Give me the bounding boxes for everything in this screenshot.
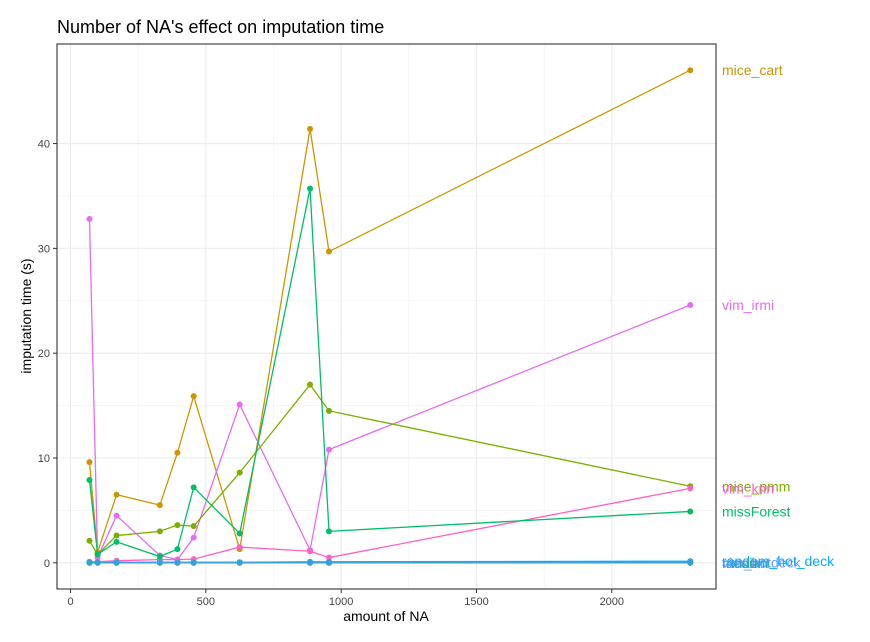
series-mice_cart xyxy=(86,67,693,555)
data-point-vim_irmi xyxy=(237,402,243,408)
chart-title: Number of NA's effect on imputation time xyxy=(57,17,384,37)
data-point-vim_irmi xyxy=(114,513,120,519)
series-layer xyxy=(86,67,693,566)
grid-minor xyxy=(57,44,716,589)
data-point-missForest xyxy=(191,484,197,490)
data-point-mice_pmm xyxy=(191,523,197,529)
x-axis-title: amount of NA xyxy=(343,608,429,624)
end-label-missForest: missForest xyxy=(722,503,791,519)
data-point-vim_irmi xyxy=(326,447,332,453)
plot-panel-border xyxy=(57,44,716,589)
x-tick-label: 1500 xyxy=(464,596,488,608)
series-missForest xyxy=(86,186,693,560)
data-point-missForest xyxy=(114,539,120,545)
data-point-random xyxy=(237,560,243,566)
data-point-mice_cart xyxy=(174,450,180,456)
y-tick-label: 0 xyxy=(44,558,50,570)
y-tick-label: 20 xyxy=(38,348,50,360)
data-point-vim_irmi xyxy=(687,302,693,308)
data-point-mice_pmm xyxy=(86,538,92,544)
data-point-mice_cart xyxy=(191,393,197,399)
data-point-random xyxy=(86,560,92,566)
end-label-mice_cart: mice_cart xyxy=(722,62,783,78)
data-point-mice_pmm xyxy=(174,522,180,528)
end-label-vim_knn: vim_knn xyxy=(722,480,774,496)
end-label-random: random xyxy=(722,555,769,571)
data-point-mice_pmm xyxy=(114,533,120,539)
data-point-random xyxy=(687,560,693,566)
grid-major xyxy=(57,44,716,589)
y-tick-label: 10 xyxy=(38,453,50,465)
data-point-mice_cart xyxy=(86,459,92,465)
x-tick-label: 1000 xyxy=(329,596,353,608)
y-tick-label: 40 xyxy=(38,139,50,151)
data-point-missForest xyxy=(687,508,693,514)
series-random xyxy=(86,560,693,566)
data-point-mice_pmm xyxy=(326,408,332,414)
data-point-missForest xyxy=(326,528,332,534)
data-point-mice_cart xyxy=(157,502,163,508)
x-tick-label: 500 xyxy=(197,596,215,608)
data-point-vim_knn xyxy=(307,548,313,554)
data-point-mice_pmm xyxy=(237,470,243,476)
x-tick-label: 2000 xyxy=(600,596,624,608)
series-mice_pmm xyxy=(86,382,693,558)
data-point-random xyxy=(95,560,101,566)
series-line-mice_cart xyxy=(89,70,690,552)
series-end-labels: mice_cartvim_irmimice_pmmvim_knnmissFore… xyxy=(722,62,835,571)
y-axis: 0 10 20 30 40 xyxy=(38,139,57,570)
data-point-mice_cart xyxy=(114,492,120,498)
data-point-vim_irmi xyxy=(86,216,92,222)
data-point-random xyxy=(114,560,120,566)
x-tick-label: 0 xyxy=(67,596,73,608)
data-point-mice_pmm xyxy=(307,382,313,388)
data-point-random xyxy=(307,560,313,566)
data-point-missForest xyxy=(307,186,313,192)
data-point-random xyxy=(157,560,163,566)
data-point-vim_irmi xyxy=(191,535,197,541)
data-point-missForest xyxy=(237,530,243,536)
data-point-mice_cart xyxy=(307,126,313,132)
data-point-missForest xyxy=(95,551,101,557)
data-point-mice_cart xyxy=(687,67,693,73)
data-point-random xyxy=(191,560,197,566)
data-point-vim_knn xyxy=(237,544,243,550)
data-point-random xyxy=(174,560,180,566)
data-point-missForest xyxy=(174,546,180,552)
series-line-mice_pmm xyxy=(89,385,690,555)
y-tick-label: 30 xyxy=(38,243,50,255)
end-label-vim_irmi: vim_irmi xyxy=(722,297,774,313)
data-point-missForest xyxy=(86,477,92,483)
series-line-missForest xyxy=(89,189,690,557)
data-point-mice_pmm xyxy=(157,528,163,534)
data-point-missForest xyxy=(157,554,163,560)
data-point-mice_cart xyxy=(326,249,332,255)
x-axis: 0 500 1000 1500 2000 xyxy=(67,589,624,608)
data-point-vim_knn xyxy=(687,485,693,491)
data-point-random xyxy=(326,560,332,566)
series-line-vim_irmi xyxy=(89,219,690,560)
y-axis-title: imputation time (s) xyxy=(18,258,34,373)
